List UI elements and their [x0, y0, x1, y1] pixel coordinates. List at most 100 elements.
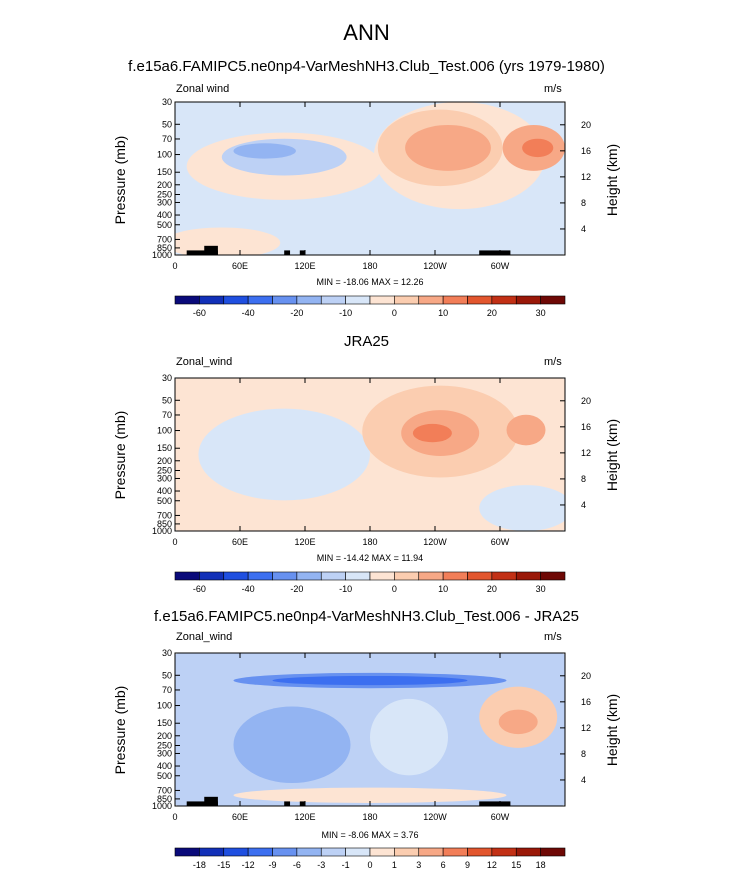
panel-2-lon-tick: 0: [172, 537, 177, 547]
panel-3-lon-tick: 0: [172, 812, 177, 822]
panel-1-colorbar-box: [394, 295, 420, 305]
panel-2-colorbar-box: [320, 571, 346, 581]
panel-3-colorbar-label: 3: [416, 860, 421, 870]
panel-3-lon-tick: 120W: [423, 812, 447, 822]
figure-title: ANN: [343, 20, 390, 45]
panel-2-colorbar-box: [223, 571, 249, 581]
panel-1-pressure-tick: 50: [162, 119, 172, 129]
panel-1-colorbar-label: -10: [339, 308, 352, 318]
panel-1-variable-label: Zonal wind: [176, 83, 230, 95]
panel-2-pressure-tick: 50: [162, 395, 172, 405]
panel-1-colorbar-box: [369, 295, 395, 305]
panel-2-units-label: m/s: [544, 356, 562, 368]
panel-3-topography: [479, 801, 511, 806]
panel-2-colorbar-box: [515, 571, 541, 581]
panel-1-lon-tick: 60E: [232, 261, 248, 271]
panel-1-colorbar-box: [247, 295, 273, 305]
panel-3-height-tick: 8: [581, 749, 586, 759]
panel-1-colorbar-box: [174, 295, 200, 305]
panel-2-colorbar-box: [369, 571, 395, 581]
panel-3-colorbar-label: -12: [242, 860, 255, 870]
panel-2-title: JRA25: [343, 333, 390, 350]
panel-2-pressure-tick: 250: [157, 466, 172, 476]
panel-3-colorbar-box: [394, 847, 420, 857]
panel-1-colorbar-box: [223, 295, 249, 305]
panel-3-contour-region: [272, 675, 468, 686]
panel-2-pressure-tick: 1000: [152, 526, 172, 536]
panel-3-height-axis-title: Height (km): [604, 693, 620, 767]
panel-2-lon-tick: 120E: [294, 537, 315, 547]
panel-3-pressure-axis-title: Pressure (mb): [112, 685, 128, 775]
panel-1-topography: [204, 245, 218, 255]
panel-2-height-tick: 12: [581, 448, 591, 458]
panel-1-lon-tick: 180: [362, 261, 377, 271]
panel-3-title: f.e15a6.FAMIPC5.ne0np4-VarMeshNH3.Club_T…: [154, 608, 579, 625]
panel-2-pressure-tick: 100: [157, 426, 172, 436]
panel-2-contour-region: [506, 414, 546, 446]
panel-3-pressure-tick: 200: [157, 731, 172, 741]
panel-1-pressure-tick: 100: [157, 150, 172, 160]
panel-2-colorbar-label: 10: [438, 584, 448, 594]
panel-1-height-tick: 16: [581, 146, 591, 156]
panel-3-pressure-tick: 30: [162, 648, 172, 658]
panel-2-colorbar-box: [296, 571, 322, 581]
panel-3-lon-tick: 180: [362, 812, 377, 822]
panel-3-colorbar-box: [515, 847, 541, 857]
panel-3-pressure-tick: 1000: [152, 801, 172, 811]
panel-3-pressure-tick: 500: [157, 771, 172, 781]
panel-2-contour-region: [479, 485, 565, 531]
panel-1-lon-tick: 60W: [491, 261, 510, 271]
panel-3-contour-region: [498, 709, 538, 735]
panel-1-field: [175, 102, 565, 255]
panel-1-colorbar-label: 30: [536, 308, 546, 318]
panel-1-height-axis-title: Height (km): [604, 143, 620, 217]
panel-1-pressure-tick: 700: [157, 234, 172, 244]
panel-2-pressure-tick: 70: [162, 410, 172, 420]
panel-2-colorbar-label: -10: [339, 584, 352, 594]
panel-1-title: f.e15a6.FAMIPC5.ne0np4-VarMeshNH3.Club_T…: [128, 58, 605, 75]
panel-3-topography: [186, 801, 218, 806]
panel-2-colorbar-box: [247, 571, 273, 581]
panel-1-colorbar-box: [418, 295, 444, 305]
panel-1-height-tick: 20: [581, 120, 591, 130]
panel-3-colorbar-label: 9: [465, 860, 470, 870]
panel-2-variable-label: Zonal_wind: [176, 356, 233, 368]
panel-1-colorbar-box: [345, 295, 371, 305]
panel-2-colorbar-box: [345, 571, 371, 581]
panel-1-pressure-tick: 850: [157, 243, 172, 253]
panel-2-height-tick: 8: [581, 474, 586, 484]
panel-1-lon-tick: 0: [172, 261, 177, 271]
panel-2-contour-region: [198, 408, 370, 501]
panel-3-pressure-tick: 850: [157, 794, 172, 804]
panel-1-colorbar-label: -40: [242, 308, 255, 318]
panel-1-colorbar-label: 0: [392, 308, 397, 318]
panel-3-topography: [299, 801, 305, 806]
panel-3-pressure-tick: 700: [157, 785, 172, 795]
panel-3-contour-region: [233, 706, 351, 784]
panel-3-lon-tick: 60E: [232, 812, 248, 822]
panel-2-height-tick: 16: [581, 422, 591, 432]
panel-3-colorbar-box: [467, 847, 493, 857]
panel-1-pressure-tick: 300: [157, 197, 172, 207]
panel-3-colorbar-box: [320, 847, 346, 857]
panel-1-lon-tick: 120E: [294, 261, 315, 271]
panel-3-colorbar-label: -6: [293, 860, 301, 870]
panel-2-pressure-tick: 30: [162, 373, 172, 383]
panel-3-contour-region: [233, 787, 507, 803]
panel-1-colorbar-box: [272, 295, 298, 305]
panel-1-pressure-tick: 30: [162, 97, 172, 107]
panel-3-variable-label: Zonal_wind: [176, 631, 233, 643]
panel-3-colorbar-label: 18: [536, 860, 546, 870]
panel-2-colorbar-box: [272, 571, 298, 581]
panel-3-pressure-tick: 100: [157, 701, 172, 711]
panel-2-contour-region: [412, 423, 452, 443]
panel-3-pressure-tick: 300: [157, 748, 172, 758]
panel-2-lon-tick: 120W: [423, 537, 447, 547]
panel-2-height-axis-title: Height (km): [604, 418, 620, 492]
panel-1-colorbar-label: -20: [290, 308, 303, 318]
panel-1-colorbar-box: [467, 295, 493, 305]
panel-2-lon-tick: 60W: [491, 537, 510, 547]
panel-3-colorbar-box: [199, 847, 225, 857]
panel-3-colorbar-box: [369, 847, 395, 857]
panel-1-min-max: MIN = -18.06 MAX = 12.26: [316, 277, 424, 287]
